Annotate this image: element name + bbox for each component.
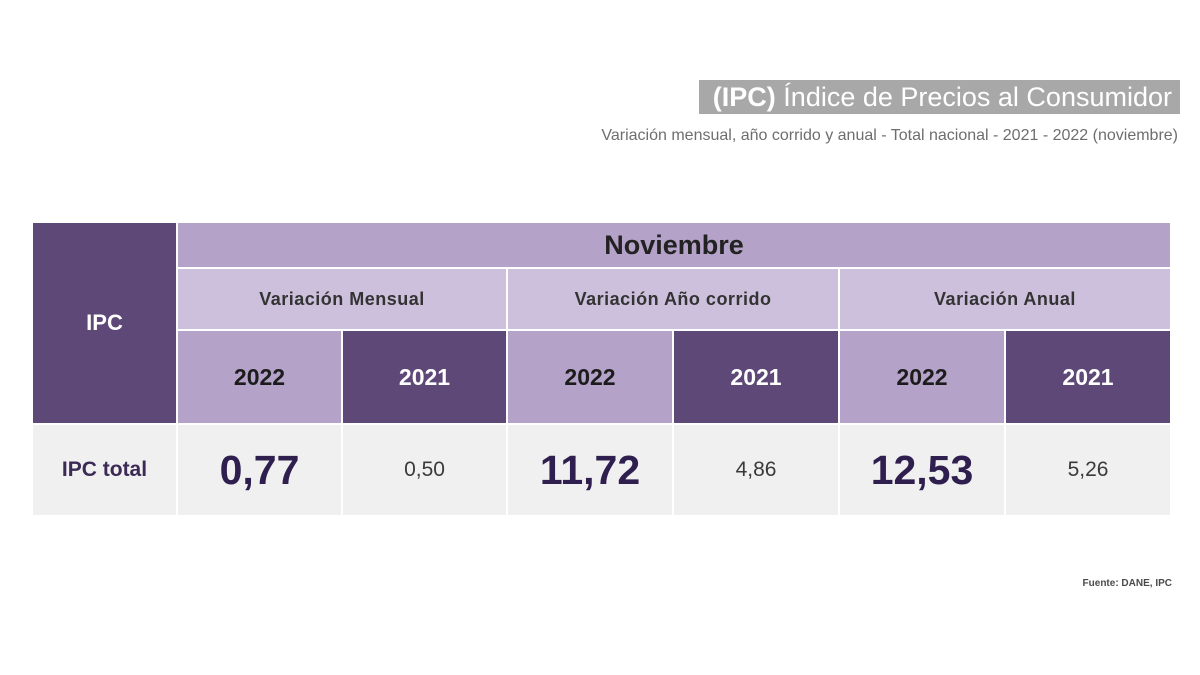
year-header: 2022 <box>838 329 1006 425</box>
value-ano-corrido-2021: 4,86 <box>672 423 840 517</box>
year-header: 2021 <box>672 329 840 425</box>
ipc-table: IPC Noviembre Variación Mensual Variació… <box>31 221 1172 517</box>
page-subtitle: Variación mensual, año corrido y anual -… <box>601 127 1178 144</box>
year-header: 2022 <box>506 329 674 425</box>
group-header-ano-corrido: Variación Año corrido <box>506 267 840 331</box>
month-header: Noviembre <box>176 221 1172 269</box>
year-header: 2022 <box>176 329 343 425</box>
year-header: 2021 <box>1004 329 1172 425</box>
page-title: (IPC) Índice de Precios al Consumidor <box>698 80 1180 114</box>
title-abbreviation: (IPC) <box>712 82 776 112</box>
value-anual-2021: 5,26 <box>1004 423 1172 517</box>
year-header: 2021 <box>341 329 508 425</box>
value-anual-2022: 12,53 <box>838 423 1006 517</box>
value-mensual-2021: 0,50 <box>341 423 508 517</box>
corner-header: IPC <box>31 221 178 425</box>
group-header-mensual: Variación Mensual <box>176 267 508 331</box>
value-ano-corrido-2022: 11,72 <box>506 423 674 517</box>
title-text: Índice de Precios al Consumidor <box>783 82 1172 112</box>
table-row: IPC total 0,77 0,50 11,72 4,86 12,53 5,2… <box>31 423 1172 517</box>
row-label: IPC total <box>31 423 178 517</box>
value-mensual-2022: 0,77 <box>176 423 343 517</box>
source-note: Fuente: DANE, IPC <box>1082 578 1172 589</box>
group-header-anual: Variación Anual <box>838 267 1172 331</box>
